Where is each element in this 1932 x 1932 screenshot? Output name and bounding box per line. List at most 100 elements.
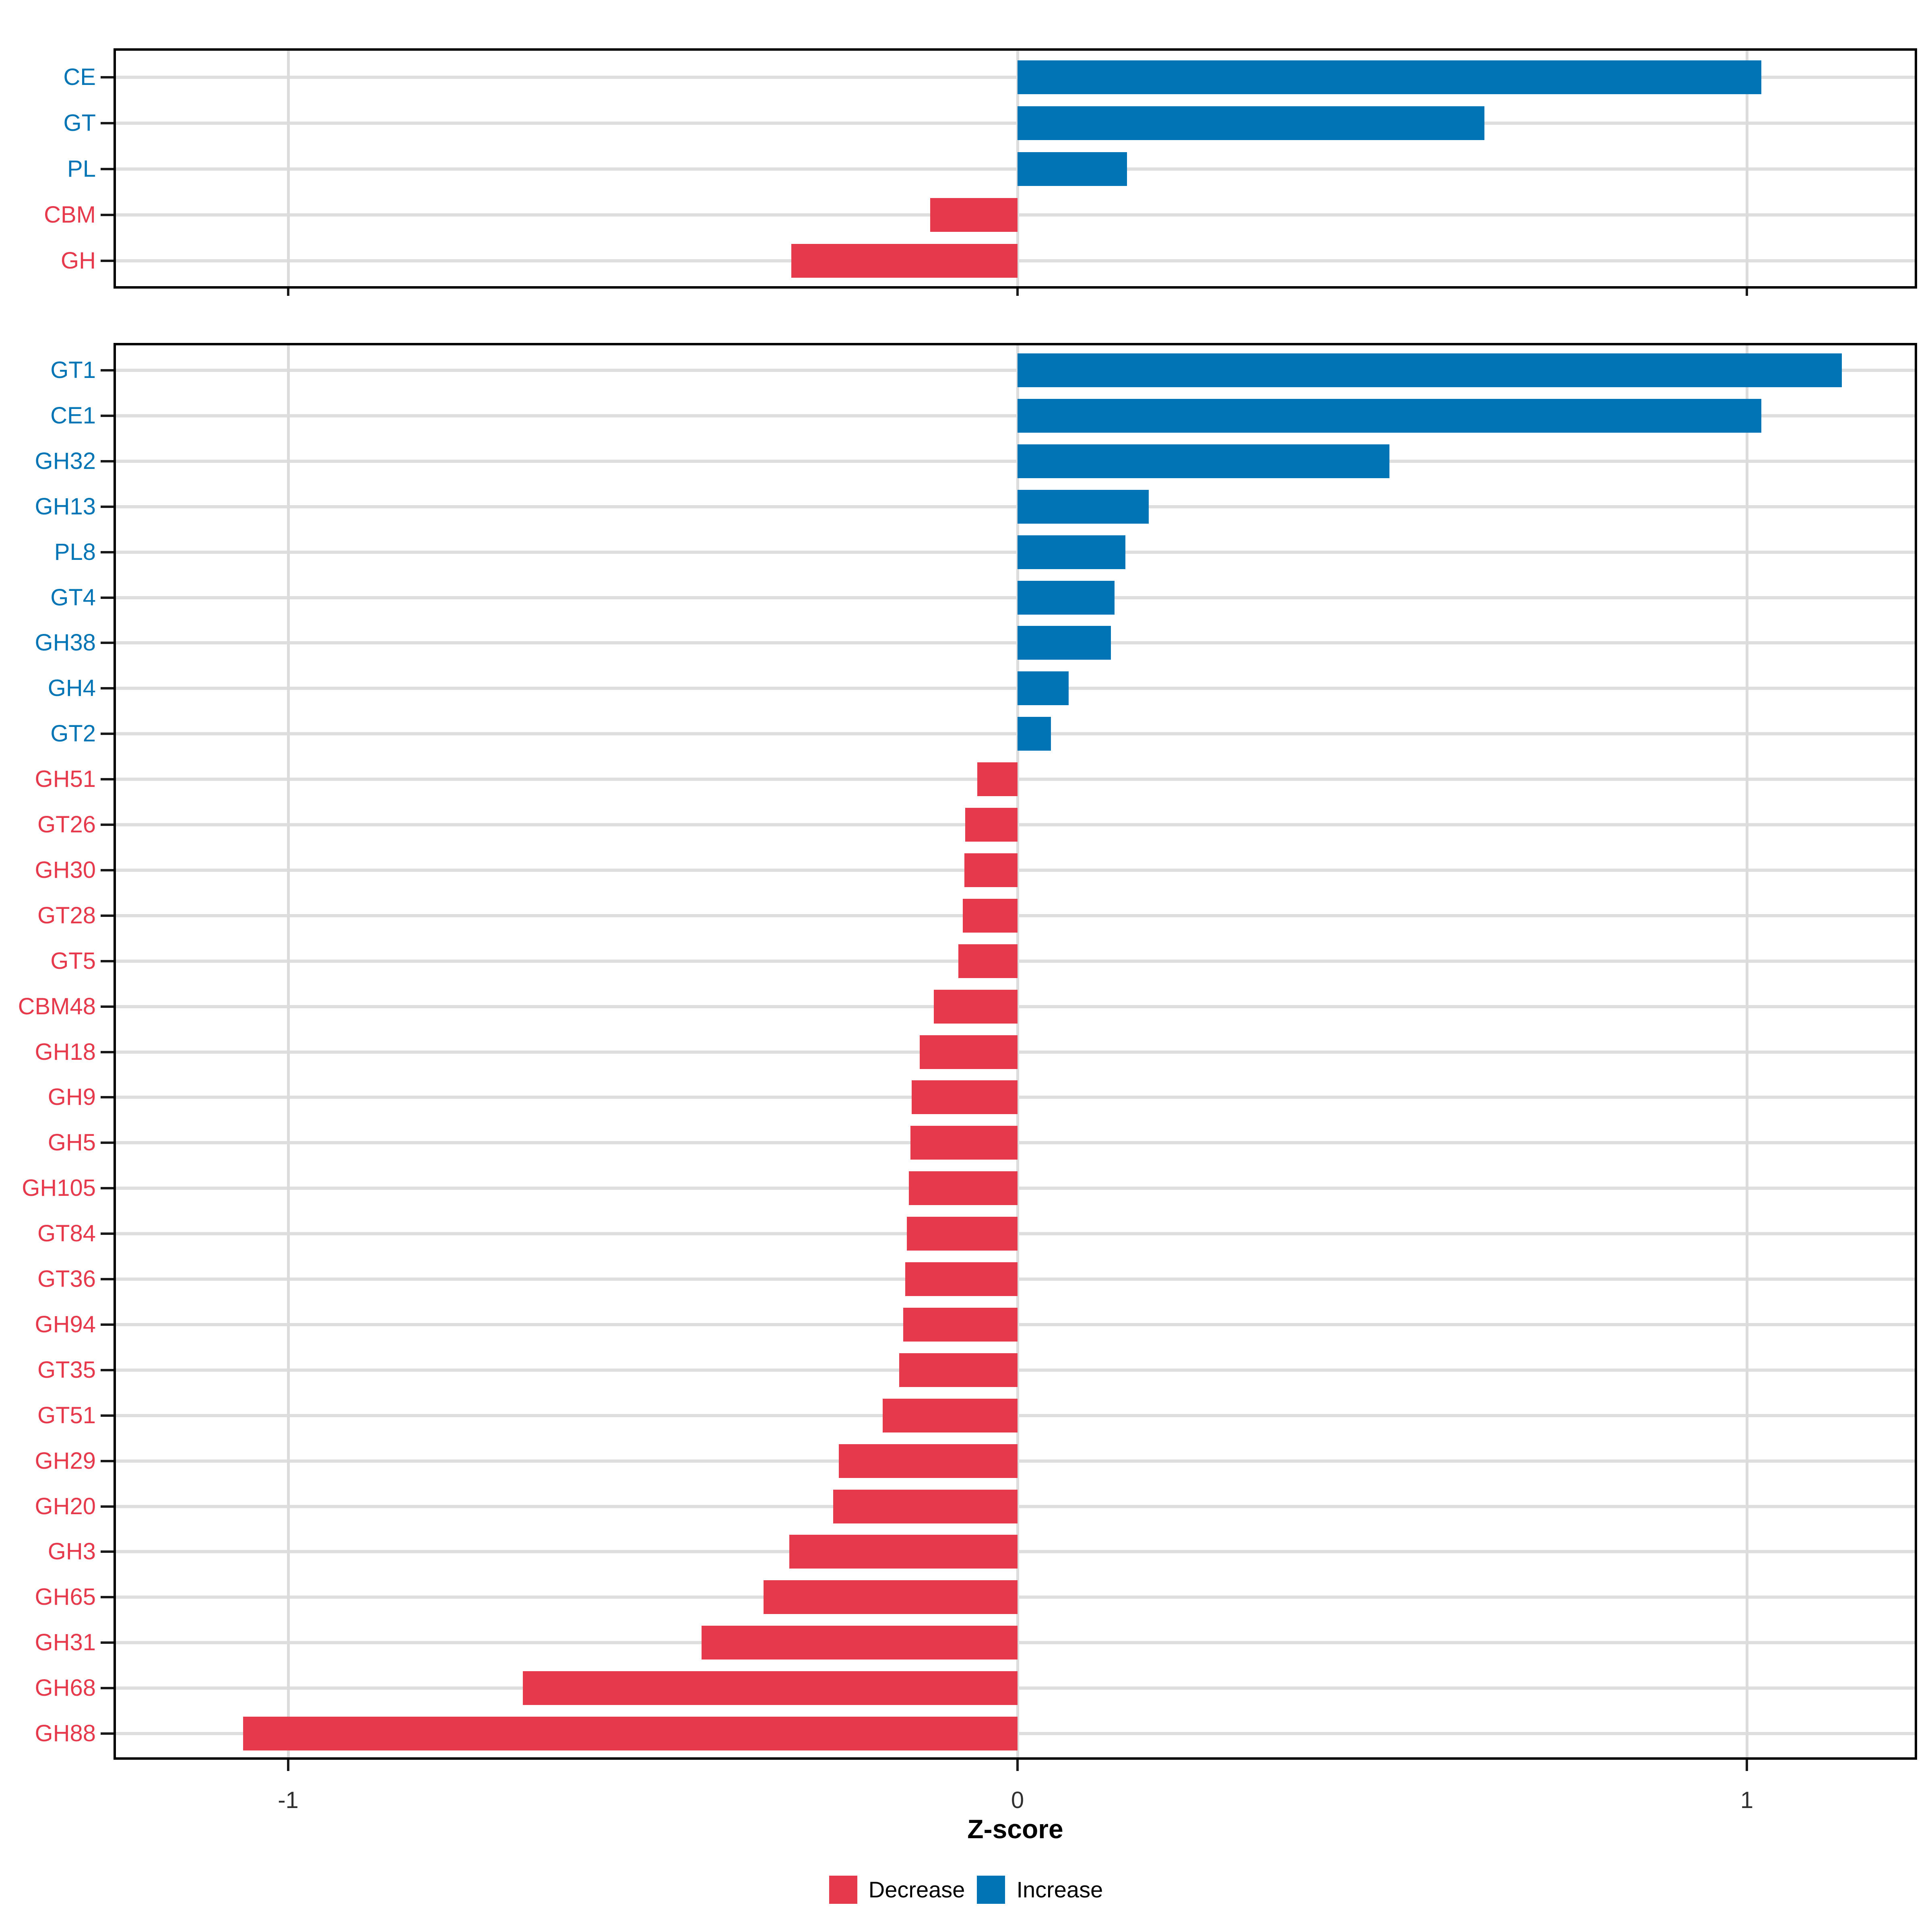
y-axis-tick <box>101 914 114 917</box>
y-axis-tick <box>101 1051 114 1053</box>
y-axis-tick <box>101 596 114 599</box>
y-axis-tick <box>101 687 114 690</box>
y-axis-tick <box>101 551 114 553</box>
y-axis-label-pl: PL <box>67 156 96 182</box>
y-axis-label-gt36: GT36 <box>37 1266 96 1292</box>
y-axis-tick <box>101 960 114 962</box>
legend-label-increase: Increase <box>1016 1877 1103 1902</box>
y-axis-tick <box>101 1323 114 1326</box>
y-axis-tick <box>101 1187 114 1190</box>
legend-item-increase: Increase <box>977 1876 1103 1904</box>
bar-gh68 <box>523 1671 1018 1705</box>
y-axis-label-gt5: GT5 <box>50 947 96 974</box>
y-axis-label-gh51: GH51 <box>35 766 96 793</box>
bar-gh88 <box>243 1717 1018 1750</box>
bar-gt1 <box>1018 353 1842 387</box>
bar-gt35 <box>899 1353 1018 1387</box>
y-axis-label-gh: GH <box>61 248 96 274</box>
gridline-horizontal <box>114 732 1917 736</box>
y-axis-label-gh32: GH32 <box>35 448 96 474</box>
x-axis-tick <box>287 1760 289 1771</box>
bar-gt4 <box>1018 580 1115 615</box>
bar-cbm48 <box>933 989 1018 1024</box>
y-axis-label-gh3: GH3 <box>47 1538 96 1565</box>
y-axis-label-gh65: GH65 <box>35 1584 96 1610</box>
bar-gh18 <box>920 1035 1018 1069</box>
bar-gh38 <box>1018 626 1111 660</box>
bar-ce <box>1018 60 1762 94</box>
y-axis-label-gt28: GT28 <box>37 902 96 929</box>
y-axis-label-gh38: GH38 <box>35 630 96 656</box>
bar-gt51 <box>882 1398 1018 1432</box>
y-axis-tick <box>101 1505 114 1508</box>
y-axis-label-gh68: GH68 <box>35 1675 96 1701</box>
gridline-horizontal <box>114 167 1917 171</box>
y-axis-tick <box>101 1459 114 1462</box>
y-axis-label-gt51: GT51 <box>37 1402 96 1428</box>
y-axis-tick <box>101 122 114 124</box>
x-axis-tick <box>287 289 289 296</box>
bar-ce1 <box>1018 398 1762 433</box>
y-axis-label-gh18: GH18 <box>35 1038 96 1065</box>
x-axis-tick <box>1016 289 1019 296</box>
gridline-vertical <box>287 343 290 1760</box>
bar-gh29 <box>839 1444 1018 1478</box>
y-axis-label-gt2: GT2 <box>50 720 96 747</box>
bar-gh20 <box>833 1489 1018 1523</box>
y-axis-tick <box>101 1368 114 1371</box>
y-axis-tick <box>101 1005 114 1008</box>
y-axis-tick <box>101 1232 114 1235</box>
x-axis-tick-label: -1 <box>278 1787 299 1813</box>
legend-label-decrease: Decrease <box>868 1877 965 1902</box>
y-axis-tick <box>101 414 114 417</box>
bar-pl8 <box>1018 535 1126 569</box>
y-axis-tick <box>101 1550 114 1553</box>
bar-gh5 <box>910 1126 1018 1160</box>
y-axis-tick <box>101 1641 114 1644</box>
bar-gh <box>791 244 1018 278</box>
gridline-horizontal <box>114 122 1917 125</box>
y-axis-tick <box>101 1141 114 1144</box>
bar-gh30 <box>964 853 1018 887</box>
panel-bottom-families <box>114 343 1917 1760</box>
y-axis-label-gh30: GH30 <box>35 857 96 883</box>
gridline-horizontal <box>114 505 1917 508</box>
y-axis-tick <box>101 168 114 170</box>
y-axis-tick <box>101 642 114 644</box>
y-axis-label-ce1: CE1 <box>50 402 96 429</box>
y-axis-tick <box>101 1414 114 1417</box>
bar-gh4 <box>1018 671 1069 706</box>
y-axis-label-gh105: GH105 <box>22 1175 96 1201</box>
gridline-horizontal <box>114 369 1917 372</box>
gridline-horizontal <box>114 459 1917 463</box>
x-axis-tick-label: 1 <box>1740 1787 1754 1813</box>
bar-gh9 <box>912 1080 1018 1115</box>
bar-gh31 <box>702 1626 1018 1660</box>
y-axis-label-cbm: CBM <box>44 202 96 228</box>
x-axis-tick <box>1746 289 1748 296</box>
bar-cbm <box>930 198 1018 232</box>
legend-item-decrease: Decrease <box>829 1876 965 1904</box>
y-axis-label-gh5: GH5 <box>47 1129 96 1156</box>
bar-gh105 <box>909 1171 1018 1205</box>
y-axis-tick <box>101 505 114 508</box>
y-axis-tick <box>101 1096 114 1099</box>
x-axis-tick-label: 0 <box>1011 1787 1024 1813</box>
x-axis-tick <box>1016 1760 1019 1771</box>
y-axis-label-gt84: GT84 <box>37 1220 96 1247</box>
y-axis-tick <box>101 1687 114 1690</box>
y-axis-label-gt35: GT35 <box>37 1356 96 1383</box>
x-axis-title: Z-score <box>967 1814 1063 1844</box>
y-axis-label-cbm48: CBM48 <box>18 993 96 1020</box>
y-axis-tick <box>101 1732 114 1735</box>
y-axis-label-gh94: GH94 <box>35 1311 96 1338</box>
y-axis-label-ce: CE <box>63 64 96 90</box>
legend-swatch-increase <box>977 1876 1005 1904</box>
legend-swatch-decrease <box>829 1876 857 1904</box>
gridline-horizontal <box>114 641 1917 645</box>
gridline-vertical <box>1745 343 1748 1760</box>
bar-gh13 <box>1018 489 1149 524</box>
y-axis-tick <box>101 824 114 826</box>
y-axis-tick <box>101 778 114 781</box>
